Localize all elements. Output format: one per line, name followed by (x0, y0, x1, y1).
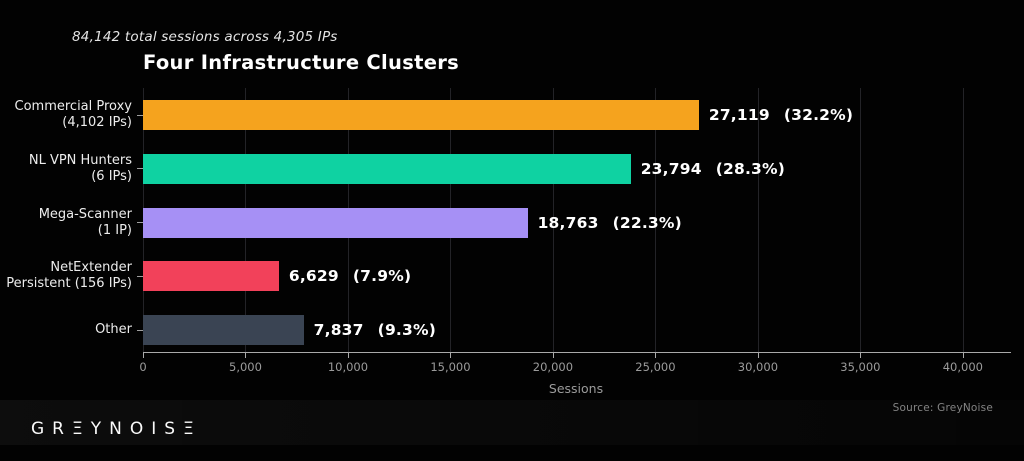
x-tick-mark (860, 353, 862, 358)
footer: GRΞYNOISΞ Source: GreyNoise (0, 400, 1024, 445)
value-number: 18,763 (537, 213, 599, 232)
value-number: 6,629 (288, 267, 339, 286)
greynoise-logo: GRΞYNOISΞ (31, 419, 202, 439)
x-tick-label: 0 (139, 360, 147, 374)
bar-row: Other 7,837 (9.3%) (95, 315, 1010, 345)
x-axis-line (143, 352, 1011, 353)
x-tick-mark (245, 353, 247, 358)
bar (143, 315, 304, 345)
gridline (757, 88, 759, 352)
bar-row: NL VPN Hunters (6 IPs) 23,794 (28.3%) (29, 153, 1010, 184)
x-tick-label: 20,000 (532, 360, 574, 374)
x-tick-label: 40,000 (942, 360, 983, 374)
y-tick-mark (137, 275, 143, 277)
bar-row: Commercial Proxy (4,102 IPs) 27,119 (32.2%) (15, 99, 1010, 130)
x-tick-label: 25,000 (635, 360, 676, 374)
bar (143, 100, 699, 130)
category-label-line: (4,102 IPs) (62, 115, 132, 130)
value-percent: (28.3%) (715, 159, 786, 178)
x-tick-label: 10,000 (327, 360, 369, 374)
x-tick-mark (757, 353, 759, 358)
value-percent: (32.2%) (783, 106, 854, 124)
chart-title: Four Infrastructure Clusters (143, 51, 460, 74)
category-label-line: Mega-Scanner (38, 206, 132, 222)
category-label: Other (0, 322, 132, 338)
x-tick-mark (143, 353, 144, 358)
value-label: 18,763 (22.3%) (538, 208, 682, 238)
category-label-line: Persistent (156 IPs) (6, 276, 132, 292)
category-label-line: (6 IPs) (91, 168, 132, 184)
x-tick-label: 15,000 (430, 360, 471, 374)
category-label: Mega-Scanner (1 IP) (0, 207, 132, 239)
category-label-line: (1 IP) (97, 222, 132, 238)
x-tick-mark (655, 353, 657, 358)
x-tick-label: 30,000 (737, 360, 779, 374)
category-label: NetExtender Persistent (156 IPs) (0, 260, 132, 292)
x-tick-mark (962, 353, 964, 358)
y-tick-mark (137, 114, 143, 116)
x-axis-title: Sessions (548, 381, 604, 396)
gridline (655, 88, 657, 352)
x-tick-label: 5,000 (229, 360, 262, 374)
value-label: 23,794 (28.3%) (641, 154, 785, 184)
y-tick-mark (137, 329, 143, 331)
value-percent: (22.3%) (612, 213, 682, 232)
bar-row: NetExtender Persistent (156 IPs) 6,629 (7.9… (6, 260, 1010, 292)
category-label: NL VPN Hunters (6 IPs) (0, 153, 132, 185)
value-percent: (9.3%) (377, 321, 437, 339)
gridline (962, 88, 964, 352)
value-label: 27,119 (32.2%) (709, 100, 853, 130)
category-label-line: Other (95, 322, 132, 337)
value-label: 6,629 (7.9%) (289, 261, 411, 291)
category-label-line: NetExtender (50, 260, 132, 276)
x-tick-mark (450, 353, 452, 358)
source-credit: Source: GreyNoise (892, 402, 993, 414)
category-label-line: NL VPN Hunters (28, 152, 132, 168)
x-tick-mark (347, 353, 349, 358)
bar (143, 207, 528, 238)
bar (143, 153, 631, 184)
category-label: Commercial Proxy (4,102 IPs) (0, 99, 133, 131)
value-label: 7,837 (9.3%) (314, 315, 436, 345)
value-number: 23,794 (640, 159, 702, 178)
bar-row: Mega-Scanner (1 IP) 18,763 (22.3%) (39, 207, 1010, 238)
gridline (552, 88, 554, 352)
value-percent: (7.9%) (352, 267, 412, 286)
value-number: 7,837 (313, 321, 364, 339)
value-number: 27,119 (708, 106, 770, 124)
x-tick-label: 35,000 (840, 360, 881, 374)
y-tick-mark (137, 222, 143, 223)
x-tick-mark (552, 353, 554, 358)
chart-subtitle: 84,142 total sessions across 4,305 IPs (72, 29, 338, 45)
bar-plot-area: Commercial Proxy (4,102 IPs) 27,119 (32.2%)… (6, 88, 1011, 374)
gridline (860, 88, 862, 352)
category-label-line: Commercial Proxy (14, 99, 133, 114)
y-tick-mark (137, 168, 143, 170)
bar (143, 261, 279, 292)
